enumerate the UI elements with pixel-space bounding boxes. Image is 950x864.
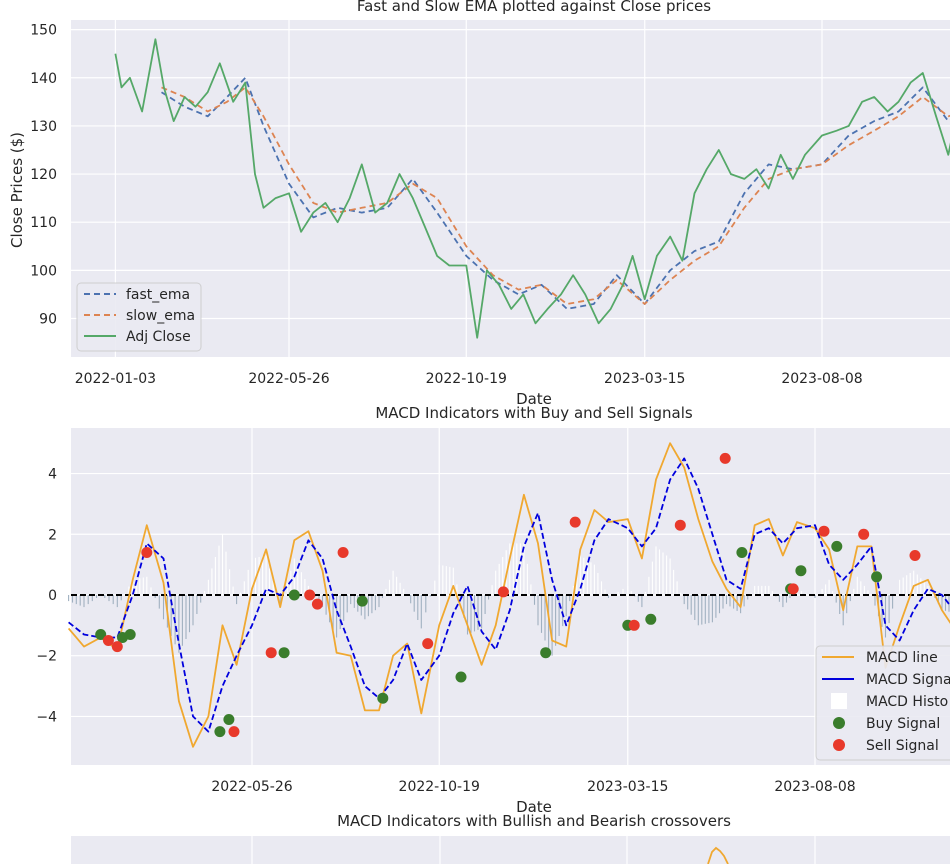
macd-y-tick--4: −4: [36, 709, 57, 725]
sell-signal-marker: [858, 528, 870, 540]
buy-signal-marker: [540, 647, 552, 659]
ema-y-axis-label: Close Prices ($): [8, 132, 26, 248]
sell-signal-marker: [102, 635, 114, 646]
macd-y-tick-4: 4: [48, 467, 57, 483]
macd-x-tick-2022-10-19: 2022-10-19: [399, 779, 480, 795]
sell-signal-marker: [818, 525, 830, 537]
macd-series-group: [67, 442, 950, 748]
ema-legend-box: [76, 282, 202, 352]
legend-swatch-buy-signal: [833, 717, 845, 729]
buy-signal-marker: [455, 671, 467, 683]
ema-x-axis-label: Date: [516, 390, 552, 408]
legend-label-adj-close: Adj Close: [126, 329, 191, 345]
ema-plot-area: [71, 20, 950, 357]
legend-swatch-macd-histogram: [831, 693, 847, 709]
ema-series-group: [114, 38, 950, 339]
ema-x-tick-2022-10-19: 2022-10-19: [426, 371, 507, 387]
legend-label-sell-signal: Sell Signal: [866, 738, 939, 754]
ema-x-ticks: 2022-01-03 2022-05-26 2022-10-19 2023-03-15…: [75, 371, 863, 387]
buy-signal-marker: [124, 629, 136, 640]
macd-y-tick-2: 2: [48, 527, 57, 543]
sell-signal-marker: [787, 583, 799, 595]
macd-x-axis-label: Date: [516, 798, 552, 816]
ema-x-tick-2022-05-26: 2022-05-26: [248, 371, 329, 387]
legend-label-buy-signal: Buy Signal: [866, 716, 940, 732]
legend-label-macd-histogram: MACD Histo: [866, 694, 948, 710]
legend-label-slow-ema: slow_ema: [126, 308, 195, 324]
macd-histogram: [68, 534, 950, 656]
macd-x-tick-2023-08-08: 2023-08-08: [774, 779, 855, 795]
macd-signal-markers: [95, 452, 921, 738]
ema-line-slow-ema: [161, 86, 950, 305]
ema-x-tick-2023-03-15: 2023-03-15: [604, 371, 685, 387]
macd-y-tick--2: −2: [36, 649, 57, 665]
crossover-plot-area: [71, 836, 950, 864]
ema-y-tick-100: 100: [30, 263, 57, 279]
buy-signal-marker: [736, 547, 748, 558]
buy-signal-marker: [645, 613, 657, 625]
ema-y-ticks: 90 100 110 120 130 140 150: [30, 23, 57, 328]
buy-signal-marker: [95, 629, 107, 640]
crossover-chart-title: MACD Indicators with Bullish and Bearish…: [337, 812, 731, 830]
ema-y-tick-150: 150: [30, 23, 57, 39]
macd-y-tick-0: 0: [48, 588, 57, 604]
sell-signal-marker: [304, 589, 316, 601]
sell-signal-marker: [265, 647, 277, 659]
sell-signal-marker: [422, 638, 434, 650]
ema-chart: 90 100 110 120 130 140 150 2022-01-03 2022-05-2…: [8, 0, 950, 408]
macd-x-tick-2023-03-15: 2023-03-15: [587, 779, 668, 795]
buy-signal-marker: [214, 726, 226, 738]
macd-plot-area: [71, 428, 950, 765]
sell-signal-marker: [337, 547, 349, 558]
sell-signal-marker: [569, 516, 581, 528]
macd-chart-title: MACD Indicators with Buy and Sell Signal…: [375, 404, 693, 422]
sell-signal-marker: [628, 619, 640, 631]
buy-signal-marker: [223, 714, 235, 725]
sell-signal-marker: [719, 452, 731, 464]
macd-x-ticks: 2022-05-26 2022-10-19 2023-03-15 2023-08-08: [211, 779, 855, 795]
ema-legend: fast_ema slow_ema Adj Close: [76, 282, 202, 352]
buy-signal-marker: [377, 692, 389, 704]
buy-signal-marker: [795, 565, 807, 577]
crossover-macd-line: [707, 846, 729, 864]
sell-signal-marker: [497, 586, 509, 598]
buy-signal-marker: [288, 589, 300, 601]
ema-grid: [71, 20, 950, 357]
ema-y-tick-110: 110: [30, 215, 57, 231]
sell-signal-marker: [909, 550, 921, 561]
legend-label-fast-ema: fast_ema: [126, 287, 190, 303]
buy-signal-marker: [356, 595, 368, 607]
macd-legend: MACD line MACD Signa MACD Histo Buy Sign…: [815, 645, 950, 761]
crossover-chart: MACD Indicators with Bullish and Bearish…: [71, 812, 950, 864]
legend-label-macd-signal: MACD Signa: [866, 672, 950, 688]
legend-label-macd-line: MACD line: [866, 650, 938, 666]
ema-y-tick-120: 120: [30, 167, 57, 183]
macd-line: [67, 442, 950, 748]
ema-x-tick-2023-08-08: 2023-08-08: [781, 371, 862, 387]
sell-signal-marker: [311, 598, 323, 610]
macd-x-tick-2022-05-26: 2022-05-26: [211, 779, 292, 795]
ema-chart-title: Fast and Slow EMA plotted against Close …: [357, 0, 711, 15]
ema-x-tick-2022-01-03: 2022-01-03: [75, 371, 156, 387]
legend-swatch-sell-signal: [833, 739, 845, 751]
sell-signal-marker: [674, 519, 686, 531]
buy-signal-marker: [871, 571, 883, 583]
sell-signal-marker: [111, 641, 123, 653]
ema-line-adj-close: [114, 38, 950, 339]
buy-signal-marker: [278, 647, 290, 659]
sell-signal-marker: [141, 547, 153, 558]
ema-y-tick-130: 130: [30, 119, 57, 135]
buy-signal-marker: [831, 540, 843, 552]
ema-y-tick-140: 140: [30, 71, 57, 87]
macd-legend-box: [815, 645, 950, 761]
sell-signal-marker: [228, 726, 240, 738]
ema-y-tick-90: 90: [39, 311, 57, 327]
macd-y-ticks: −4 −2 0 2 4: [36, 467, 57, 726]
